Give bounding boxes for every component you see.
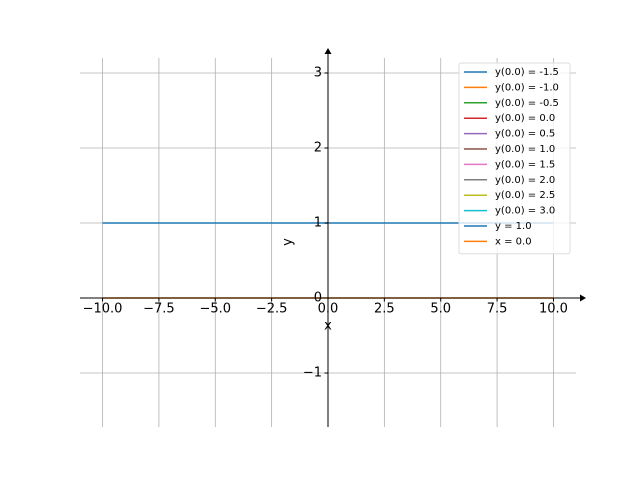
y-axis-arrow [324, 48, 332, 54]
x-axis-arrow [580, 294, 586, 302]
x-tick-label: 0.0 [318, 302, 339, 317]
legend-box [458, 62, 571, 255]
legend-label: x = 0.0 [495, 236, 532, 247]
legend-label: y(0.0) = 1.0 [495, 144, 555, 155]
x-tick-label: 10.0 [539, 302, 568, 317]
y-tick-label: 3 [314, 66, 322, 81]
x-tick-label: 7.5 [487, 302, 508, 317]
x-tick-label: −5.0 [199, 302, 231, 317]
y-tick-label: 2 [314, 141, 322, 156]
legend-label: y = 1.0 [495, 221, 532, 232]
overlay: −10.0 −7.5 −5.0 −2.5 0.0 2.5 5.0 7.5 10.0 −1 0 1 2 3 y… [80, 48, 586, 427]
y-tick-label: 0 [314, 291, 322, 306]
legend-label: y(0.0) = -1.0 [495, 82, 559, 93]
x-tick-label: 2.5 [374, 302, 395, 317]
legend-label: y(0.0) = 1.5 [495, 159, 555, 170]
x-tick-label: −10.0 [83, 302, 123, 317]
x-tick-label: −7.5 [143, 302, 175, 317]
legend-label: y(0.0) = 2.0 [495, 175, 555, 186]
legend-label: y(0.0) = 0.0 [495, 113, 555, 124]
legend-label: y(0.0) = 3.0 [495, 206, 555, 217]
legend-label: y(0.0) = 0.5 [495, 129, 555, 140]
y-tick-label: −1 [303, 366, 322, 381]
x-tick-label: 5.0 [430, 302, 451, 317]
legend-label: y(0.0) = -0.5 [495, 98, 559, 109]
y-axis-label: y [281, 238, 296, 246]
x-tick-label: −2.5 [256, 302, 288, 317]
legend-label: y(0.0) = -1.5 [495, 67, 559, 78]
y-tick-label: 1 [314, 216, 322, 231]
legend-label: y(0.0) = 2.5 [495, 190, 555, 201]
